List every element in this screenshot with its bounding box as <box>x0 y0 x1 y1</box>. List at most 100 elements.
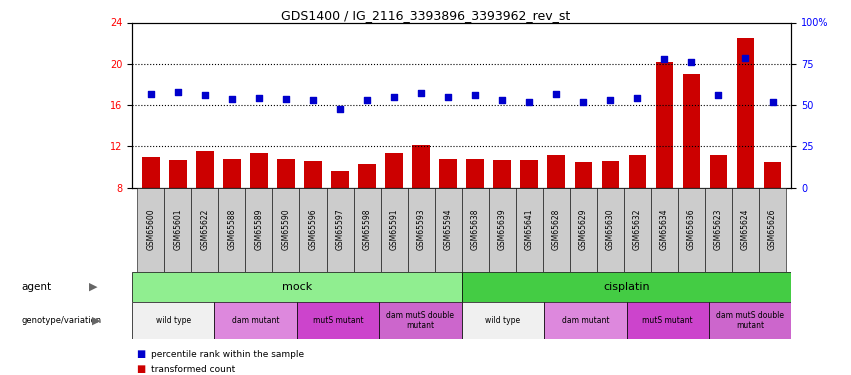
Bar <box>466 159 484 188</box>
Bar <box>413 145 430 188</box>
Bar <box>602 160 620 188</box>
Bar <box>461 302 544 339</box>
Bar <box>597 188 624 272</box>
Bar <box>331 171 349 188</box>
Bar <box>624 188 651 272</box>
Point <box>198 92 212 98</box>
Bar <box>327 188 353 272</box>
Text: wild type: wild type <box>156 316 191 325</box>
Bar <box>439 159 457 188</box>
Text: GSM65601: GSM65601 <box>174 209 182 251</box>
Bar <box>435 188 462 272</box>
Bar <box>570 188 597 272</box>
Point <box>171 88 185 94</box>
Text: percentile rank within the sample: percentile rank within the sample <box>151 350 305 359</box>
Bar <box>386 153 403 188</box>
Point <box>279 96 293 102</box>
Bar <box>543 188 570 272</box>
Text: GSM65641: GSM65641 <box>525 209 534 251</box>
Bar <box>683 74 700 188</box>
Text: GSM65630: GSM65630 <box>606 209 614 251</box>
Text: GSM65629: GSM65629 <box>579 209 588 251</box>
Bar <box>132 302 214 339</box>
Bar <box>710 154 728 188</box>
Text: GSM65598: GSM65598 <box>363 209 372 251</box>
Bar <box>494 160 511 188</box>
Bar <box>304 160 322 188</box>
Bar <box>759 188 786 272</box>
Text: GSM65638: GSM65638 <box>471 209 480 251</box>
Text: GSM65600: GSM65600 <box>146 209 156 251</box>
Bar <box>705 188 732 272</box>
Bar <box>219 188 245 272</box>
Bar <box>629 154 646 188</box>
Bar <box>272 188 300 272</box>
Text: GSM65636: GSM65636 <box>687 209 696 251</box>
Bar <box>547 154 565 188</box>
Text: ▶: ▶ <box>89 282 98 292</box>
Bar <box>574 162 592 188</box>
Point <box>387 94 401 100</box>
Text: GSM65589: GSM65589 <box>254 209 264 251</box>
Bar <box>297 302 380 339</box>
Text: mutS mutant: mutS mutant <box>643 316 693 325</box>
Bar <box>732 188 759 272</box>
Point <box>334 106 347 112</box>
Text: GSM65596: GSM65596 <box>309 209 317 251</box>
Text: ▶: ▶ <box>92 316 100 326</box>
Bar <box>651 188 678 272</box>
Bar <box>626 302 709 339</box>
Text: GDS1400 / IG_2116_3393896_3393962_rev_st: GDS1400 / IG_2116_3393896_3393962_rev_st <box>281 9 570 22</box>
Text: GSM65588: GSM65588 <box>227 209 237 251</box>
Point <box>603 97 617 103</box>
Point <box>711 92 725 98</box>
Text: GSM65622: GSM65622 <box>200 209 209 251</box>
Text: GSM65591: GSM65591 <box>390 209 398 251</box>
Bar <box>461 272 791 302</box>
Bar <box>737 38 754 188</box>
Bar <box>763 162 781 188</box>
Text: ■: ■ <box>136 350 146 359</box>
Bar <box>380 302 462 339</box>
Text: dam mutant: dam mutant <box>231 316 279 325</box>
Point <box>684 58 698 64</box>
Bar <box>488 188 516 272</box>
Point <box>468 92 482 98</box>
Text: GSM65632: GSM65632 <box>633 209 642 251</box>
Text: mock: mock <box>282 282 312 292</box>
Text: transformed count: transformed count <box>151 365 236 374</box>
Point <box>550 91 563 97</box>
Point <box>576 99 590 105</box>
Text: GSM65597: GSM65597 <box>335 209 345 251</box>
Bar <box>516 188 543 272</box>
Text: dam mutS double
mutant: dam mutS double mutant <box>386 311 454 330</box>
Bar <box>358 164 376 188</box>
Bar <box>655 62 673 188</box>
Bar <box>380 188 408 272</box>
Text: cisplatin: cisplatin <box>603 282 650 292</box>
Text: GSM65624: GSM65624 <box>741 209 750 251</box>
Text: dam mutant: dam mutant <box>562 316 609 325</box>
Point <box>144 91 157 97</box>
Bar <box>142 157 160 188</box>
Text: agent: agent <box>21 282 51 292</box>
Text: GSM65623: GSM65623 <box>714 209 723 251</box>
Text: GSM65590: GSM65590 <box>282 209 290 251</box>
Bar <box>132 272 461 302</box>
Text: GSM65626: GSM65626 <box>768 209 777 251</box>
Bar <box>521 160 538 188</box>
Bar <box>245 188 272 272</box>
Point <box>766 99 780 105</box>
Bar <box>191 188 219 272</box>
Text: genotype/variation: genotype/variation <box>21 316 101 325</box>
Text: GSM65593: GSM65593 <box>417 209 426 251</box>
Bar <box>408 188 435 272</box>
Point <box>495 97 509 103</box>
Bar <box>709 302 791 339</box>
Bar <box>544 302 626 339</box>
Point <box>442 94 455 100</box>
Point <box>306 97 320 103</box>
Bar <box>250 153 268 188</box>
Text: GSM65594: GSM65594 <box>443 209 453 251</box>
Text: mutS mutant: mutS mutant <box>312 316 363 325</box>
